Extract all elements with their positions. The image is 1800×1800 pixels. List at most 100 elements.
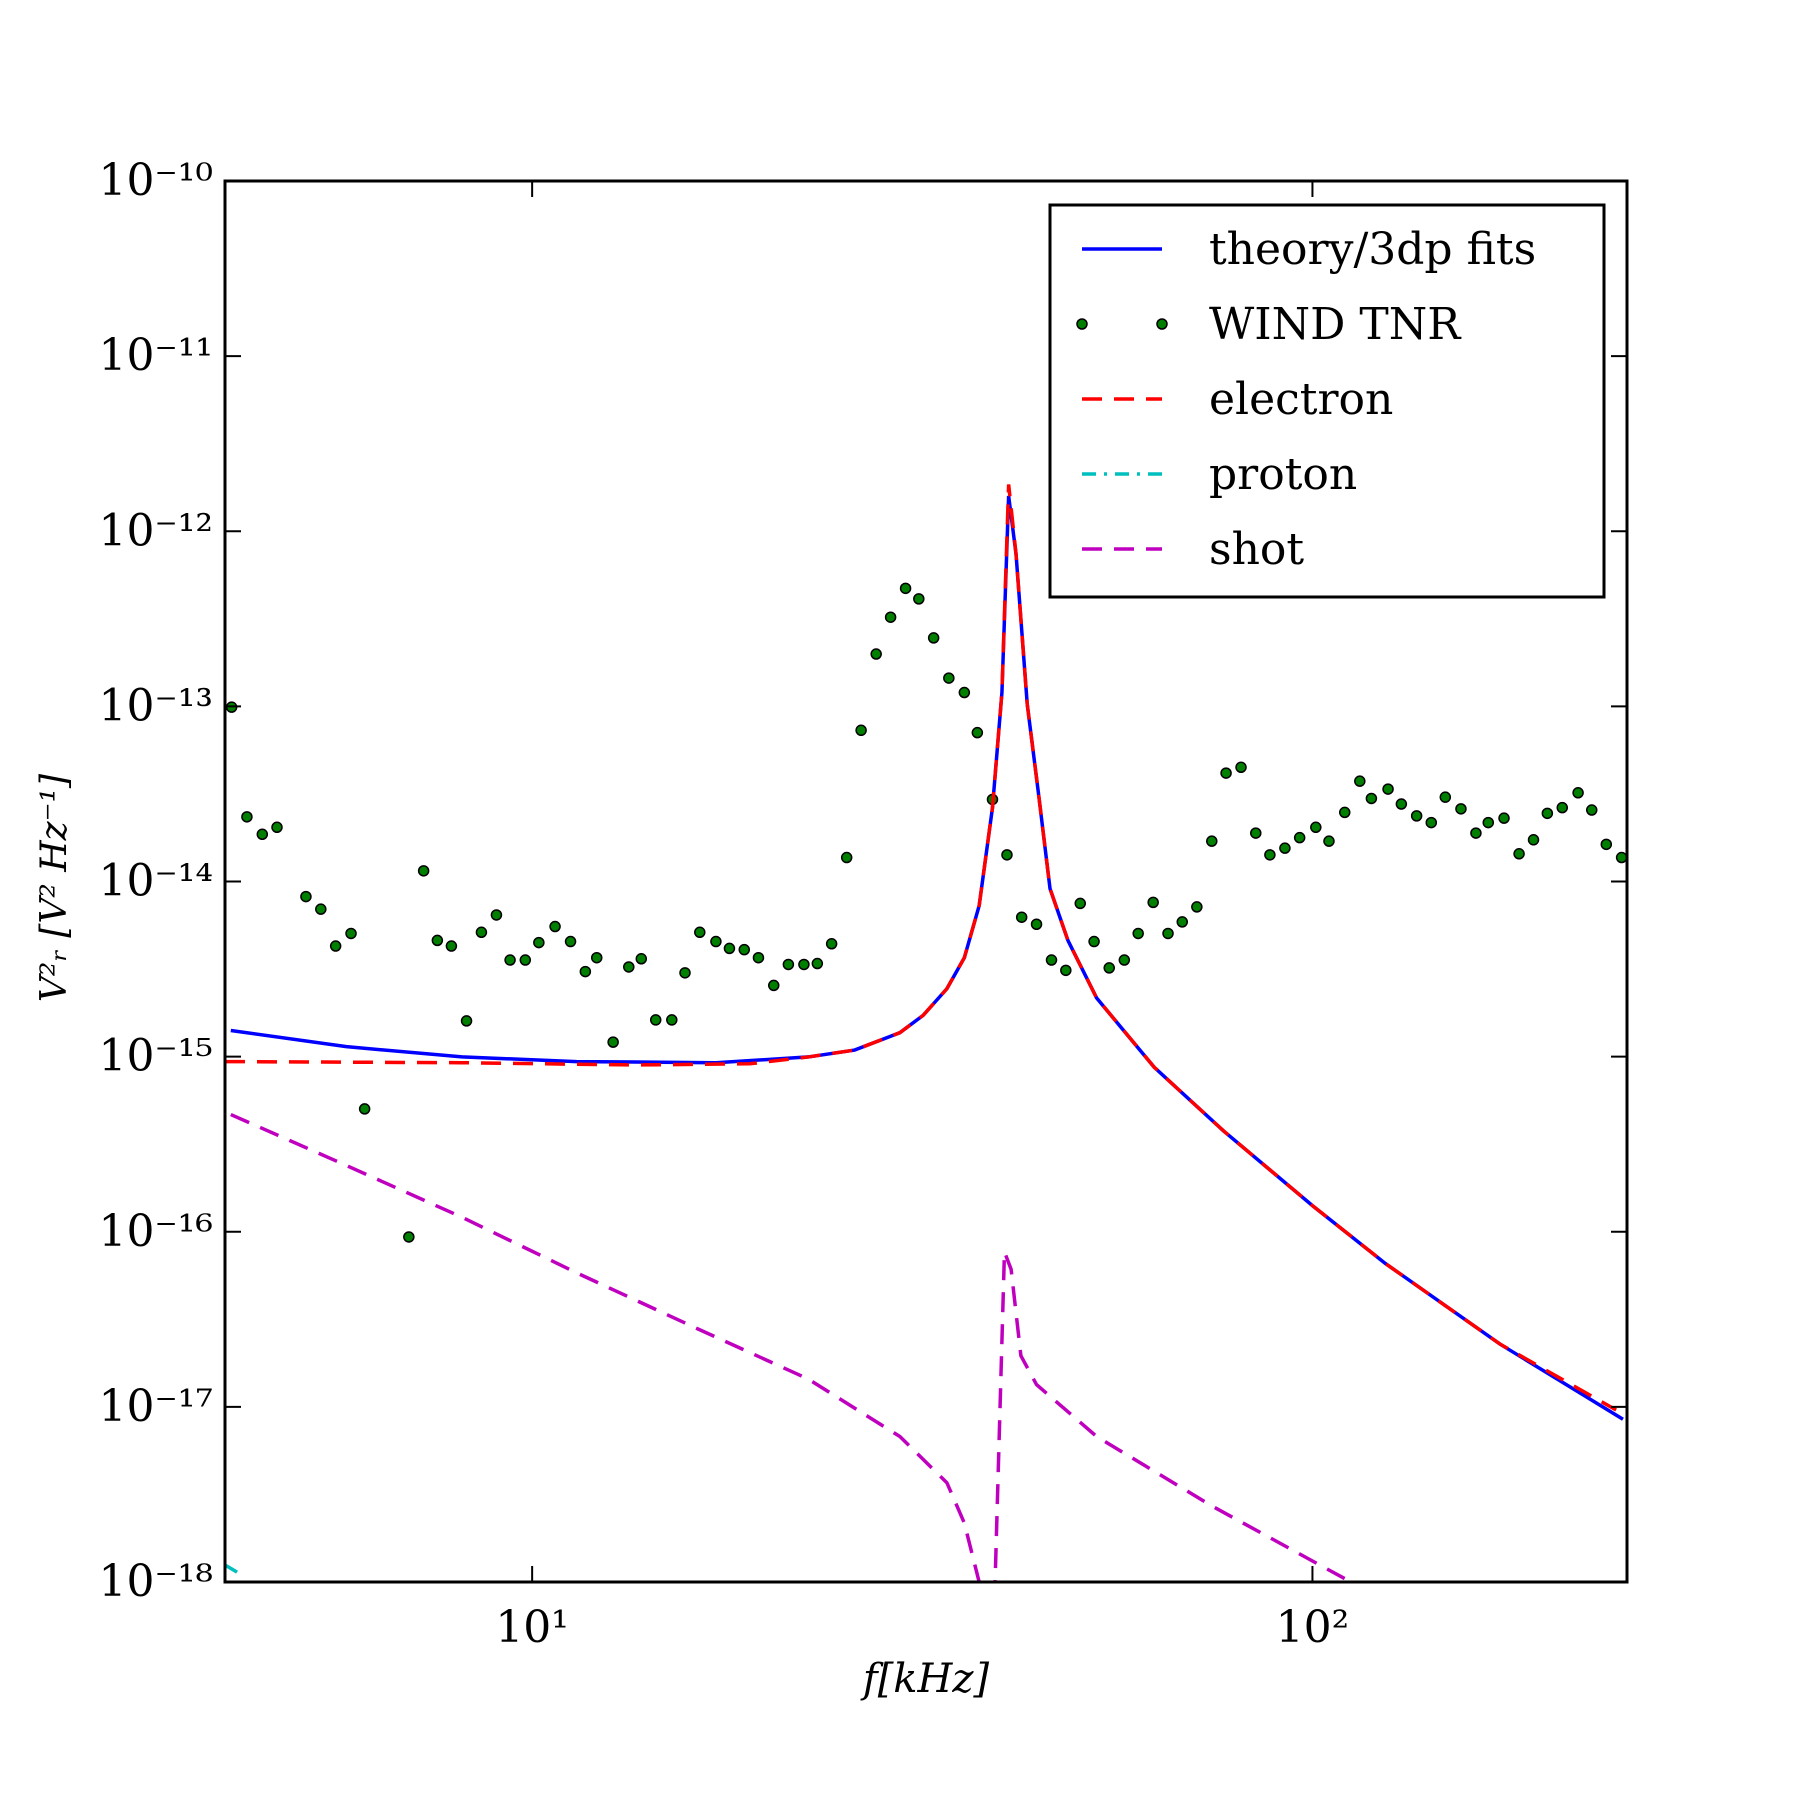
y-tick-label: 10⁻¹¹ [99,330,214,381]
x-tick-label: 10¹ [495,1602,569,1653]
data-point [1235,761,1247,774]
data-point [884,611,897,623]
data-point [623,961,635,973]
data-point [1264,849,1276,861]
legend-label: WIND TNR [1209,299,1462,350]
data-point [1498,812,1510,824]
data-point [1354,775,1366,787]
data-point [1015,911,1028,923]
y-tick-label: 10⁻¹² [99,505,214,556]
data-point [811,957,824,970]
data-point [1439,791,1452,803]
data-point [1206,835,1218,847]
data-point [1220,767,1232,779]
data-point [475,926,488,939]
data-point [1395,798,1408,810]
data-point [1556,801,1569,814]
data-point [1527,834,1540,846]
data-point [1310,821,1322,834]
data-point [1191,901,1203,913]
data-point [1338,806,1351,819]
data-point [445,940,458,952]
data-point [679,967,691,979]
data-point [271,821,283,834]
data-point [694,926,706,939]
data-point [256,828,269,841]
data-point [1425,816,1438,829]
data-point [913,593,925,605]
data-point [345,927,357,940]
series-line [225,1563,244,1577]
data-point [649,1014,662,1026]
x-axis-label: f[kHz] [860,1656,990,1702]
data-point [1410,810,1423,822]
data-point [1482,816,1495,829]
series-line [230,1112,1352,1582]
y-tick-label: 10⁻¹⁰ [99,155,214,206]
data-point [723,942,736,955]
data-point [738,943,751,956]
data-point [1147,896,1159,909]
data-point [943,672,955,684]
data-point [1382,783,1394,795]
data-point [1074,897,1086,910]
data-point [825,938,838,950]
data-point [1001,849,1013,861]
data-point [840,851,853,864]
data-point [855,724,867,737]
data-point [1615,851,1627,864]
legend-label: theory/3dp fits [1209,224,1536,275]
y-tick-label: 10⁻¹⁵ [99,1031,214,1082]
data-point [1045,954,1058,966]
legend-swatch [1076,318,1088,330]
x-tick-label: 10² [1276,1602,1350,1653]
data-point [1585,804,1598,816]
data-point [1470,827,1482,839]
y-axis-label: V²ᵣ [V² Hz⁻¹] [34,773,75,1002]
data-point [958,686,971,699]
data-point [315,903,327,915]
data-point [241,811,253,823]
data-point [1103,962,1115,974]
data-point [1118,954,1131,966]
data-point [1541,807,1554,820]
data-point [1060,964,1072,977]
data-point [490,909,503,921]
data-point [710,935,722,948]
data-point [1455,803,1467,815]
data-point [666,1014,678,1026]
data-point [1030,918,1043,931]
data-point [533,936,545,949]
legend: theory/3dp fits WIND TNR electron proton sho… [1048,203,1606,599]
data-point [590,951,603,964]
data-point [1162,927,1174,940]
data-point [1250,827,1262,839]
data-point [927,632,940,644]
data-point [798,958,810,971]
data-point [1513,848,1525,860]
y-tick-label: 10⁻¹⁴ [99,856,214,907]
series-line [225,484,1617,1412]
data-point [971,726,984,739]
data-point [899,582,912,595]
data-point [403,1231,415,1243]
data-point [1132,927,1144,940]
legend-label: shot [1209,524,1304,575]
y-tick-label: 10⁻¹³ [99,680,214,731]
data-point [752,951,765,964]
data-point [431,934,444,947]
data-point [564,935,577,948]
y-tick-label: 10⁻¹⁷ [99,1381,214,1432]
data-point [782,958,795,971]
data-point [504,954,516,966]
data-point [358,1103,371,1115]
legend-label: electron [1209,374,1393,425]
data-point [1323,835,1335,847]
data-point [300,890,312,903]
data-point [460,1015,473,1027]
data-point [767,979,780,992]
data-point [1176,916,1188,928]
data-point [1293,831,1306,844]
axes-frame [223,179,1629,1584]
